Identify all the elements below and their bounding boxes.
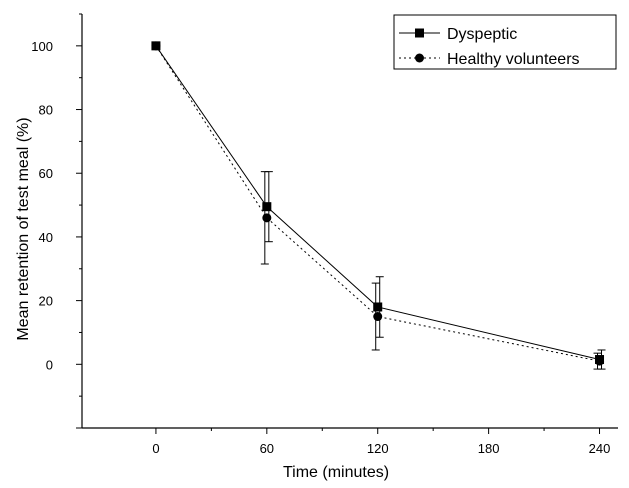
x-tick-label: 60 <box>260 441 274 456</box>
series-line-2 <box>155 45 600 362</box>
y-tick-label: 60 <box>39 166 53 181</box>
y-axis-label: Mean retention of test meal (%) <box>15 117 32 340</box>
y-tick-label: 80 <box>39 103 53 118</box>
data-point-square <box>262 202 272 212</box>
y-tick-label: 0 <box>46 357 53 372</box>
data-point-circle <box>373 312 383 322</box>
data-point-square <box>373 302 383 312</box>
legend-marker-circle <box>415 53 424 63</box>
legend-label: Healthy volunteers <box>447 51 580 68</box>
y-axis-ticks: 0 20 40 60 80 100 <box>31 13 82 429</box>
x-tick-label: 120 <box>367 441 389 456</box>
y-tick-label: 20 <box>39 294 53 309</box>
plot-area: 0 60 120 180 240 0 20 40 60 80 100 <box>31 13 618 456</box>
data-point-circle <box>262 213 272 223</box>
x-tick-label: 180 <box>478 441 500 456</box>
y-tick-label: 100 <box>31 39 53 54</box>
y-tick-label: 40 <box>39 230 53 245</box>
data-point-circle <box>151 41 161 51</box>
x-axis-ticks: 0 60 120 180 240 <box>152 428 610 456</box>
data-point-circle <box>595 356 605 366</box>
series-layer <box>151 41 606 370</box>
x-axis-label: Time (minutes) <box>283 464 389 481</box>
x-tick-label: 240 <box>589 441 611 456</box>
legend-box <box>393 14 617 70</box>
legend-marker-square <box>415 28 424 38</box>
legend-label: Dyspeptic <box>447 26 517 43</box>
series-line-1 <box>155 45 600 361</box>
legend: Dyspeptic Healthy volunteers <box>393 14 617 70</box>
x-tick-label: 0 <box>152 441 159 456</box>
